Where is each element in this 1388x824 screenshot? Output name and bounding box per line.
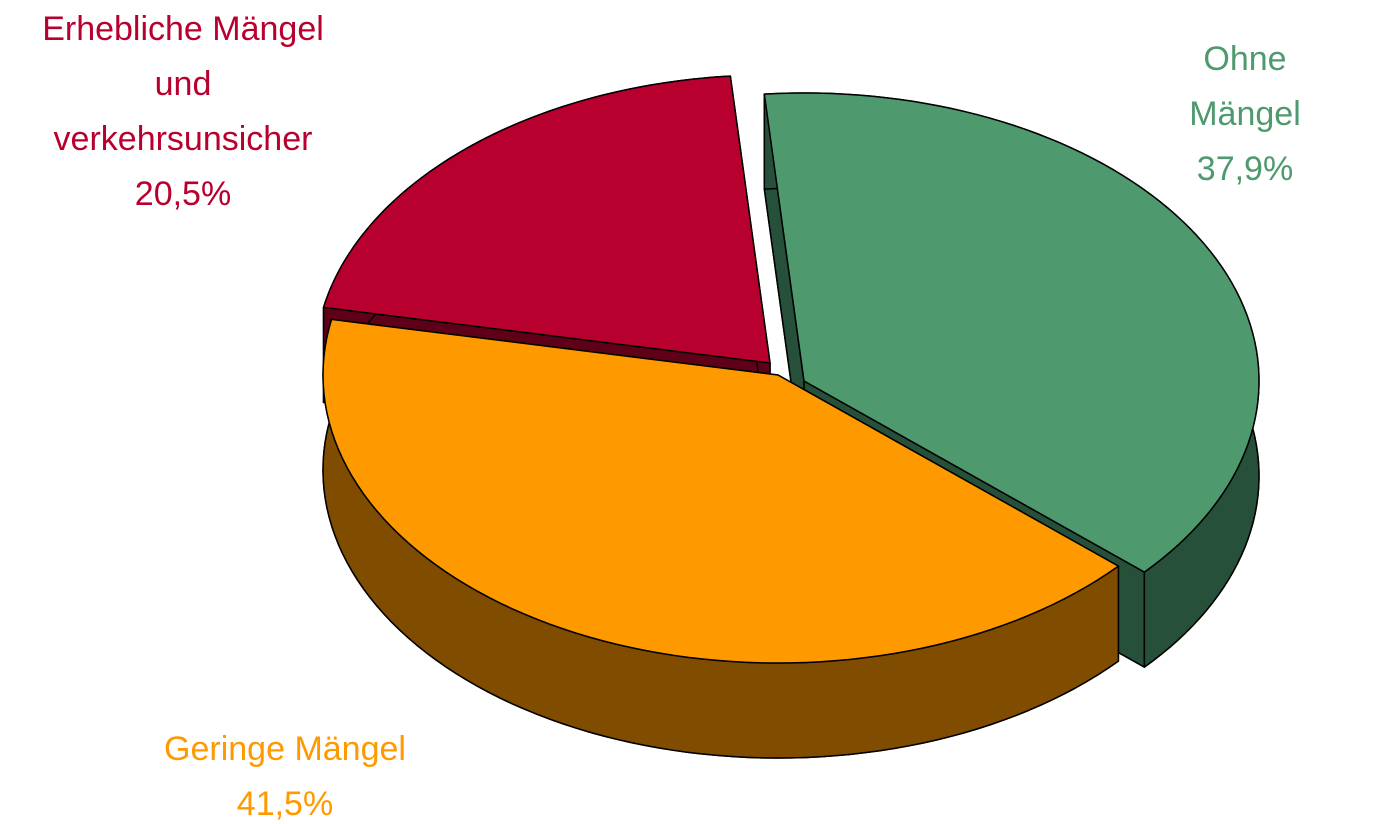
slice: [322, 75, 771, 364]
category-label: Ohne Mängel: [1189, 40, 1301, 133]
slice-label: Erhebliche Mängel und verkehrsunsicher 20…: [42, 2, 324, 222]
slice-label: Geringe Mängel 41,5%: [164, 722, 406, 824]
value-label: 37,9%: [1196, 150, 1294, 188]
slice: [763, 92, 1260, 573]
value-label: 41,5%: [236, 785, 334, 823]
category-label: Geringe Mängel: [164, 730, 406, 768]
slice: [322, 318, 1120, 664]
category-label: Erhebliche Mängel und verkehrsunsicher: [42, 10, 324, 158]
value-label: 20,5%: [134, 175, 232, 213]
slice-label: Ohne Mängel 37,9%: [1174, 32, 1317, 197]
